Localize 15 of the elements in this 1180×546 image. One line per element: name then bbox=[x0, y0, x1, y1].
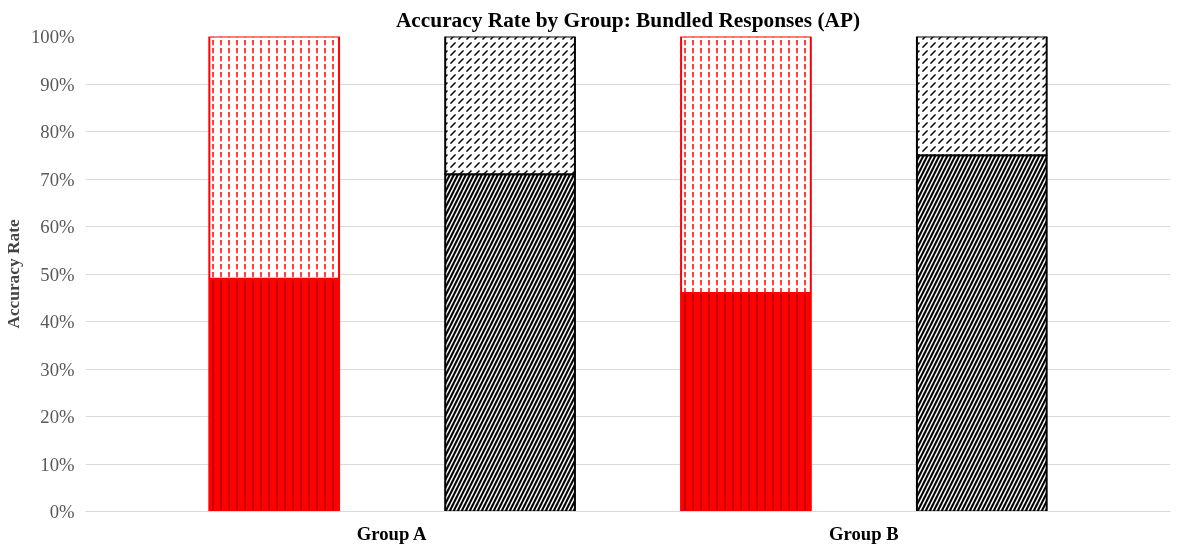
y-tick-label: 0% bbox=[49, 501, 75, 522]
chart-title: Accuracy Rate by Group: Bundled Responses (AP) bbox=[395, 7, 861, 32]
y-axis-title: Accuracy Rate bbox=[3, 219, 23, 329]
y-tick-label: 70% bbox=[40, 168, 75, 190]
y-tick-label: 50% bbox=[40, 263, 75, 285]
y-tick-label: 30% bbox=[40, 358, 75, 380]
y-tick-label: 20% bbox=[40, 406, 75, 427]
y-tick-label: 80% bbox=[40, 121, 75, 142]
y-tick-label: 100% bbox=[30, 26, 75, 47]
x-tick-label: Group B bbox=[829, 522, 899, 544]
y-tick-label: 60% bbox=[40, 216, 75, 237]
x-tick-label: Group A bbox=[356, 522, 427, 544]
y-tick-label: 90% bbox=[40, 73, 75, 95]
y-tick-label: 40% bbox=[40, 311, 75, 332]
y-tick-label: 10% bbox=[40, 453, 75, 475]
